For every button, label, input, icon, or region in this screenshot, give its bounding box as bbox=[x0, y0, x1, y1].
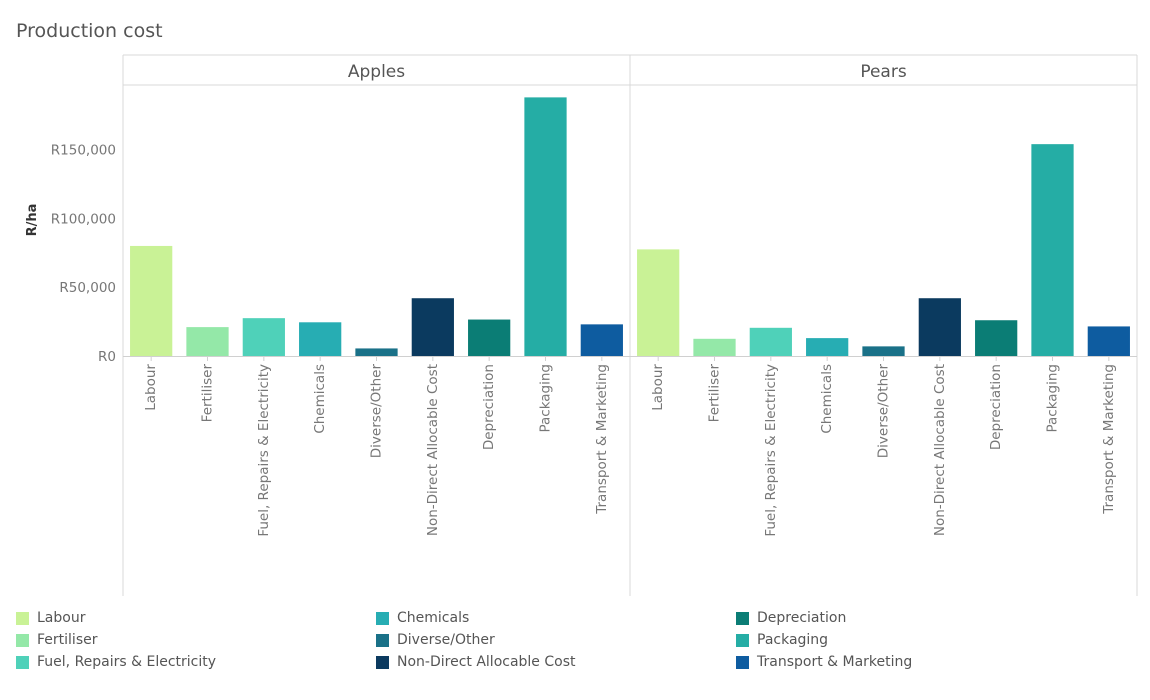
legend-label: Non-Direct Allocable Cost bbox=[397, 654, 576, 670]
x-tick-label: Depreciation bbox=[988, 364, 1004, 450]
bar-apples-7 bbox=[524, 97, 567, 356]
legend-swatch bbox=[16, 655, 29, 669]
bar-pears-4 bbox=[862, 346, 905, 356]
x-tick-label: Packaging bbox=[1045, 364, 1061, 433]
x-tick-label: Fuel, Repairs & Electricity bbox=[256, 364, 272, 537]
bar-pears-3 bbox=[806, 338, 849, 356]
legend-swatch bbox=[376, 655, 389, 669]
x-tick-label: Non-Direct Allocable Cost bbox=[425, 364, 441, 536]
x-tick-label: Chemicals bbox=[312, 364, 328, 434]
bar-apples-6 bbox=[468, 319, 511, 356]
bar-pears-8 bbox=[1087, 326, 1130, 356]
bar-pears-2 bbox=[749, 327, 792, 356]
bar-apples-1 bbox=[186, 327, 229, 356]
bar-pears-1 bbox=[693, 338, 736, 356]
legend-item-fuel[interactable]: Fuel, Repairs & Electricity bbox=[16, 654, 216, 670]
x-tick-label: Transport & Marketing bbox=[1101, 364, 1117, 515]
x-tick-label: Fuel, Repairs & Electricity bbox=[763, 364, 779, 537]
legend: Labour Fertiliser Fuel, Repairs & Electr… bbox=[0, 606, 1150, 686]
chart-title: Production cost bbox=[16, 20, 163, 42]
legend-item-fertiliser[interactable]: Fertiliser bbox=[16, 632, 97, 648]
legend-label: Transport & Marketing bbox=[757, 654, 913, 670]
x-tick-label: Packaging bbox=[538, 364, 554, 433]
x-tick-label: Depreciation bbox=[481, 364, 497, 450]
legend-item-chemicals[interactable]: Chemicals bbox=[376, 610, 469, 626]
x-tick-label: Labour bbox=[143, 364, 159, 411]
legend-item-packaging[interactable]: Packaging bbox=[736, 632, 828, 648]
bar-apples-5 bbox=[411, 298, 454, 356]
x-tick-label: Labour bbox=[650, 364, 666, 411]
bar-apples-2 bbox=[242, 318, 285, 356]
legend-label: Chemicals bbox=[397, 610, 470, 626]
legend-item-depreciation[interactable]: Depreciation bbox=[736, 610, 846, 626]
panel-header-apples: Apples bbox=[348, 62, 405, 82]
legend-item-labour[interactable]: Labour bbox=[16, 610, 85, 626]
bar-pears-7 bbox=[1031, 144, 1074, 356]
x-tick-label: Transport & Marketing bbox=[594, 364, 610, 515]
bar-pears-6 bbox=[975, 320, 1018, 356]
panel-header-pears: Pears bbox=[860, 62, 907, 82]
legend-item-transport[interactable]: Transport & Marketing bbox=[736, 654, 912, 670]
y-tick-label: R50,000 bbox=[59, 280, 116, 296]
x-tick-label: Fertiliser bbox=[200, 364, 216, 423]
legend-label: Packaging bbox=[757, 632, 829, 648]
x-tick-label: Chemicals bbox=[819, 364, 835, 434]
legend-label: Diverse/Other bbox=[397, 632, 495, 648]
legend-swatch bbox=[376, 633, 389, 647]
legend-swatch bbox=[16, 611, 29, 625]
production-cost-chart: R0 R50,000 R100,000 R150,000 R/ha Apples Labou… bbox=[25, 54, 1138, 596]
x-tick-label: Fertiliser bbox=[707, 364, 723, 423]
legend-swatch bbox=[376, 611, 389, 625]
legend-swatch bbox=[736, 611, 749, 625]
y-tick-label: R0 bbox=[98, 349, 116, 365]
bar-apples-4 bbox=[355, 348, 398, 356]
legend-label: Fertiliser bbox=[37, 632, 98, 648]
legend-swatch bbox=[16, 633, 29, 647]
bar-pears-0 bbox=[637, 249, 680, 356]
bar-apples-3 bbox=[299, 322, 342, 356]
legend-label: Fuel, Repairs & Electricity bbox=[37, 654, 217, 670]
y-axis-title: R/ha bbox=[25, 204, 40, 237]
bar-pears-5 bbox=[918, 298, 961, 356]
legend-label: Labour bbox=[37, 610, 86, 626]
bar-apples-0 bbox=[130, 245, 173, 356]
bar-apples-8 bbox=[580, 324, 623, 356]
x-tick-label: Diverse/Other bbox=[369, 364, 385, 459]
legend-item-non-direct[interactable]: Non-Direct Allocable Cost bbox=[376, 654, 576, 670]
legend-item-diverse[interactable]: Diverse/Other bbox=[376, 632, 495, 648]
y-tick-label: R100,000 bbox=[51, 211, 116, 227]
legend-label: Depreciation bbox=[757, 610, 847, 626]
y-tick-label: R150,000 bbox=[51, 143, 116, 159]
x-tick-label: Diverse/Other bbox=[876, 364, 892, 459]
x-tick-label: Non-Direct Allocable Cost bbox=[932, 364, 948, 536]
legend-swatch bbox=[736, 633, 749, 647]
legend-swatch bbox=[736, 655, 749, 669]
